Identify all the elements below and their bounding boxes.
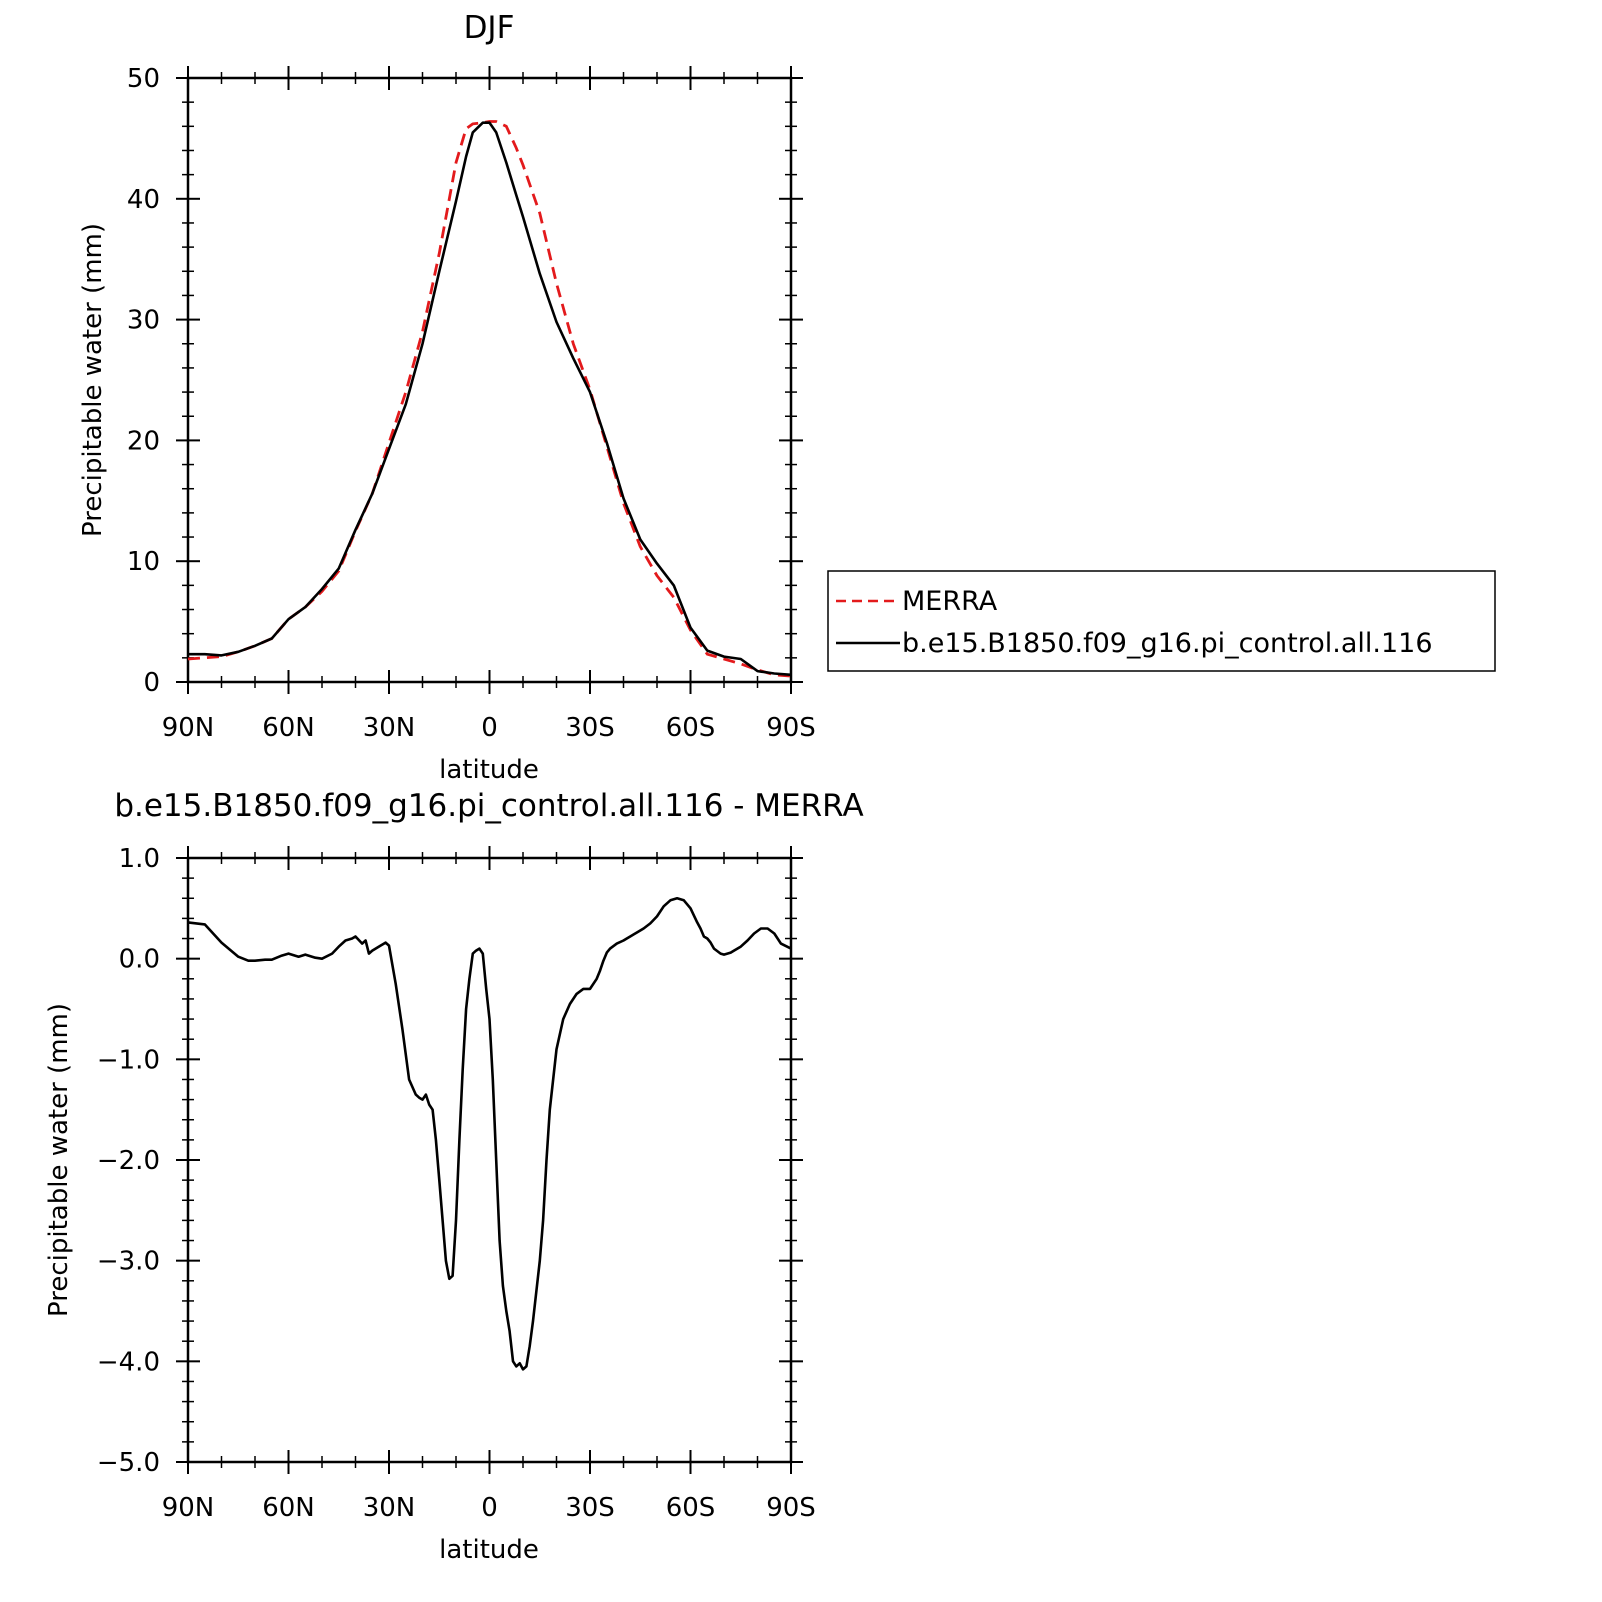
x-tick-label: 90N: [162, 1493, 215, 1523]
bottom-x-axis-label: latitude: [439, 1535, 539, 1565]
x-tick-label: 30N: [363, 713, 416, 743]
bottom-panel: b.e15.B1850.f09_g16.pi_control.all.116 -…: [44, 788, 864, 1565]
legend-label-model: b.e15.B1850.f09_g16.pi_control.all.116: [902, 628, 1433, 659]
y-tick-label: 20: [127, 426, 160, 456]
x-tick-label: 30N: [363, 1493, 416, 1523]
x-tick-label: 30S: [565, 1493, 615, 1523]
legend: MERRA b.e15.B1850.f09_g16.pi_control.all…: [827, 570, 1496, 672]
bottom-axis-ticks: 90N 60N 30N 0 30S 60S 90S 1.0 0.0 −1.0 −2.0 −3.0 −4.…: [97, 844, 816, 1523]
y-tick-label: 10: [127, 547, 160, 577]
top-panel: DJF 90N 60N 30N 0 30S 60S 90S 0 10 20 30 40 50 latit…: [78, 10, 1496, 785]
legend-label-merra: MERRA: [902, 586, 998, 617]
series-line-0-0: [187, 120, 792, 678]
x-tick-label: 30S: [565, 713, 615, 743]
top-series-lines: [187, 120, 792, 678]
y-tick-label: −1.0: [97, 1045, 160, 1075]
x-tick-label: 0: [481, 1493, 498, 1523]
y-tick-label: −2.0: [97, 1146, 160, 1176]
y-tick-label: −4.0: [97, 1347, 160, 1377]
bottom-y-axis-label: Precipitable water (mm): [44, 1003, 74, 1317]
bottom-chart-title: b.e15.B1850.f09_g16.pi_control.all.116 -…: [114, 788, 863, 824]
series-line-0-1: [188, 121, 792, 677]
top-plot-frame: [186, 76, 793, 684]
y-tick-label: 0.0: [119, 945, 160, 975]
x-tick-label: 60S: [666, 713, 716, 743]
x-tick-label: 90S: [766, 1493, 816, 1523]
top-x-axis-label: latitude: [439, 755, 539, 785]
bottom-series-lines: [187, 896, 792, 1371]
top-chart-title: DJF: [464, 10, 515, 46]
series-line-1-0: [187, 896, 792, 1371]
y-tick-label: 50: [127, 64, 160, 94]
x-tick-label: 60S: [666, 1493, 716, 1523]
y-tick-label: 0: [143, 668, 160, 698]
y-tick-label: −5.0: [97, 1448, 160, 1478]
y-tick-label: 1.0: [119, 844, 160, 874]
bottom-plot-frame: [186, 856, 793, 1464]
x-tick-label: 60N: [262, 1493, 315, 1523]
x-tick-label: 60N: [262, 713, 315, 743]
y-tick-label: −3.0: [97, 1247, 160, 1277]
y-tick-label: 40: [127, 185, 160, 215]
y-tick-label: 30: [127, 306, 160, 336]
x-tick-label: 0: [481, 713, 498, 743]
top-y-axis-label: Precipitable water (mm): [78, 223, 108, 537]
legend-box: [827, 570, 1496, 672]
top-axis-ticks: 90N 60N 30N 0 30S 60S 90S 0 10 20 30 40 50: [127, 64, 816, 743]
x-tick-label: 90N: [162, 713, 215, 743]
x-tick-label: 90S: [766, 713, 816, 743]
